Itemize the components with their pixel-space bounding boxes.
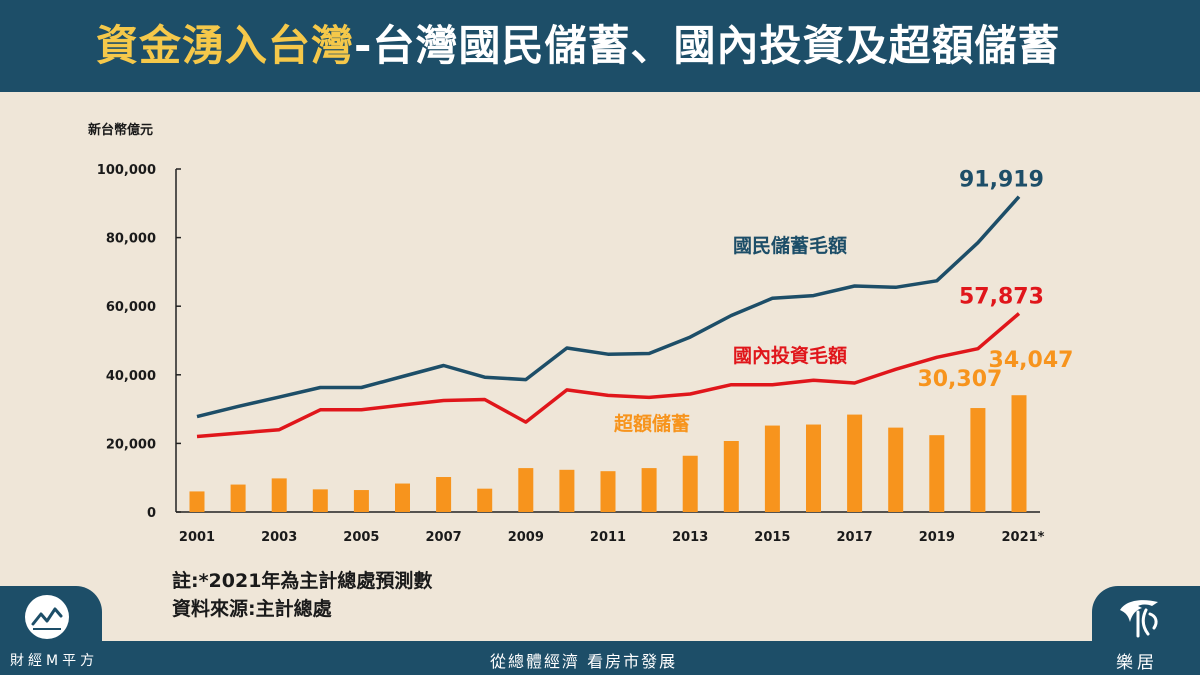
bar-excess-savings — [970, 408, 986, 512]
title-rest: -台灣國民儲蓄、國內投資及超額儲蓄 — [354, 21, 1061, 70]
page-title: 資金湧入台灣-台灣國民儲蓄、國內投資及超額儲蓄 — [96, 14, 1060, 78]
chart-trend-icon — [25, 595, 69, 639]
x-tick-label: 2003 — [261, 530, 297, 545]
bar-excess-savings — [353, 490, 369, 512]
footer-bar — [0, 641, 1200, 675]
bar-excess-savings — [477, 488, 493, 512]
title-highlight: 資金湧入台灣 — [96, 21, 355, 70]
x-tick-label: 2011 — [590, 530, 626, 545]
bar-excess-savings — [641, 468, 657, 512]
line-domestic-investment — [196, 312, 1021, 439]
y-tick-label: 100,000 — [97, 163, 156, 178]
series-label-domestic-investment: 國內投資毛額 — [733, 344, 847, 367]
bar-excess-savings — [929, 435, 945, 512]
x-tick-label: 2019 — [919, 530, 955, 545]
x-tick-label: 2017 — [837, 530, 873, 545]
x-tick-label: 2007 — [426, 530, 462, 545]
series-label-excess-savings: 超額儲蓄 — [613, 412, 690, 435]
y-tick-label: 80,000 — [106, 232, 156, 247]
bar-excess-savings — [1011, 395, 1027, 512]
x-tick-label: 2001 — [179, 530, 215, 545]
line-end-label: 57,873 — [959, 284, 1044, 309]
bar-excess-savings — [395, 483, 410, 512]
bar-excess-savings — [559, 469, 575, 512]
line-end-label: 91,919 — [959, 168, 1044, 193]
bar-excess-savings — [682, 455, 698, 512]
brand-right: 樂居 — [1116, 653, 1158, 673]
bar-excess-savings — [847, 414, 863, 512]
bar-excess-savings — [518, 468, 534, 512]
brand-left: 財經M平方 — [10, 653, 99, 669]
y-tick-label: 20,000 — [106, 437, 156, 452]
x-tick-label: 2015 — [754, 530, 790, 545]
x-tick-label: 2005 — [343, 530, 379, 545]
footer-slogan: 從總體經濟 看房市發展 — [490, 652, 678, 671]
series-label-national-savings: 國民儲蓄毛額 — [733, 234, 847, 257]
bird-logo-icon — [1120, 600, 1158, 638]
bar-data-label: 34,047 — [989, 348, 1074, 373]
bar-excess-savings — [312, 489, 328, 512]
y-axis-label: 新台幣億元 — [88, 122, 153, 138]
x-tick-label: 2013 — [672, 530, 708, 545]
bar-excess-savings — [436, 477, 452, 512]
source-note: 資料來源:主計總處 — [172, 598, 332, 620]
x-tick-label: 2021* — [1002, 530, 1045, 545]
bar-excess-savings — [600, 471, 616, 512]
line-national-savings — [196, 195, 1021, 419]
y-tick-label: 60,000 — [106, 300, 156, 315]
bar-excess-savings — [888, 427, 904, 512]
bar-excess-savings — [230, 484, 246, 512]
bar-excess-savings — [764, 425, 780, 512]
y-tick-label: 0 — [147, 506, 156, 521]
x-tick-label: 2009 — [508, 530, 544, 545]
y-tick-label: 40,000 — [106, 369, 156, 384]
bar-excess-savings — [806, 424, 821, 512]
bar-excess-savings — [189, 491, 205, 512]
bar-excess-savings — [723, 440, 739, 512]
bar-data-label: 30,307 — [917, 367, 1002, 392]
bar-excess-savings — [271, 478, 287, 512]
header-bar — [0, 0, 1200, 92]
footnote: 註:*2021年為主計總處預測數 — [172, 570, 433, 592]
